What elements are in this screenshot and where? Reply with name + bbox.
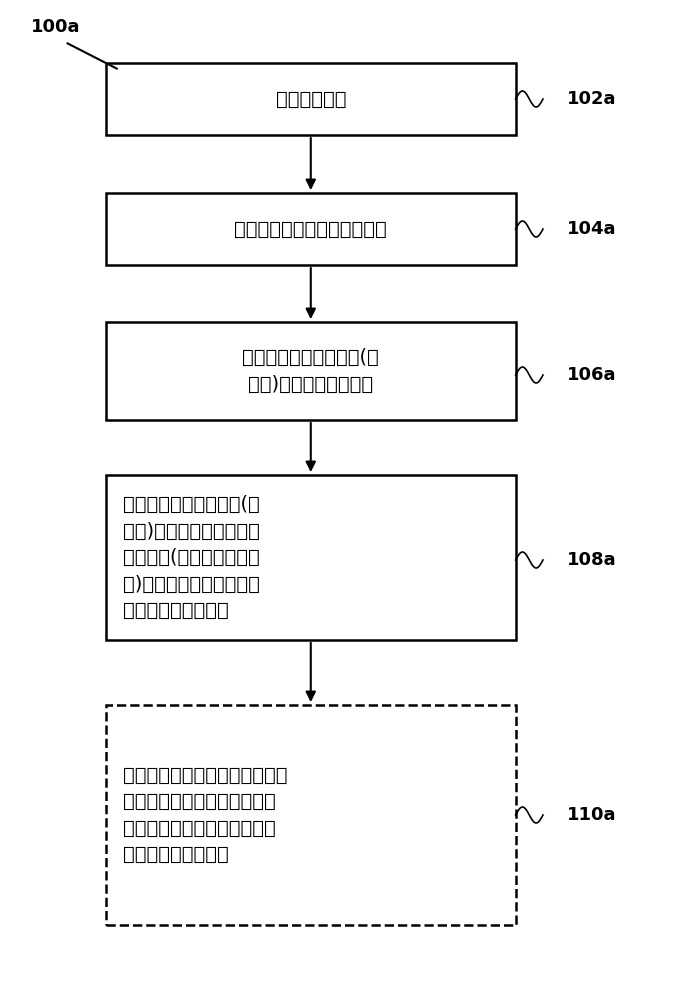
Text: 102a: 102a xyxy=(567,90,616,108)
Text: 于感测层中形成多个后侧沟槽，
且穿过后表面，每一个掺杂块
状物大体上邻接一垂直对准的
前侧沟槽和后侧沟槽: 于感测层中形成多个后侧沟槽， 且穿过后表面，每一个掺杂块 状物大体上邻接一垂直对… xyxy=(123,766,288,864)
Text: 108a: 108a xyxy=(567,551,617,569)
Text: 于感测层中形成多个前侧沟槽: 于感测层中形成多个前侧沟槽 xyxy=(234,220,387,238)
Text: 110a: 110a xyxy=(567,806,616,824)
Text: 于感测层中注入一掺质(例
如氧)，且穿过前侧沟槽: 于感测层中注入一掺质(例 如氧)，且穿过前侧沟槽 xyxy=(242,348,379,394)
Text: 106a: 106a xyxy=(567,366,616,384)
Bar xyxy=(106,63,516,135)
Text: 100a: 100a xyxy=(31,18,80,36)
Bar xyxy=(106,193,516,265)
Bar xyxy=(106,475,516,640)
Text: 104a: 104a xyxy=(567,220,616,238)
Text: 提供一感测层: 提供一感测层 xyxy=(275,90,346,108)
Text: 对注入感测层中的掺质(例
如氧)退火，以形成多个掺
杂块状物(例如氧化硅块状
物)，每一个掺杂块状物邻
接一各别的前侧沟槽: 对注入感测层中的掺质(例 如氧)退火，以形成多个掺 杂块状物(例如氧化硅块状 物… xyxy=(123,495,260,620)
Bar xyxy=(106,705,516,925)
Bar xyxy=(106,322,516,420)
